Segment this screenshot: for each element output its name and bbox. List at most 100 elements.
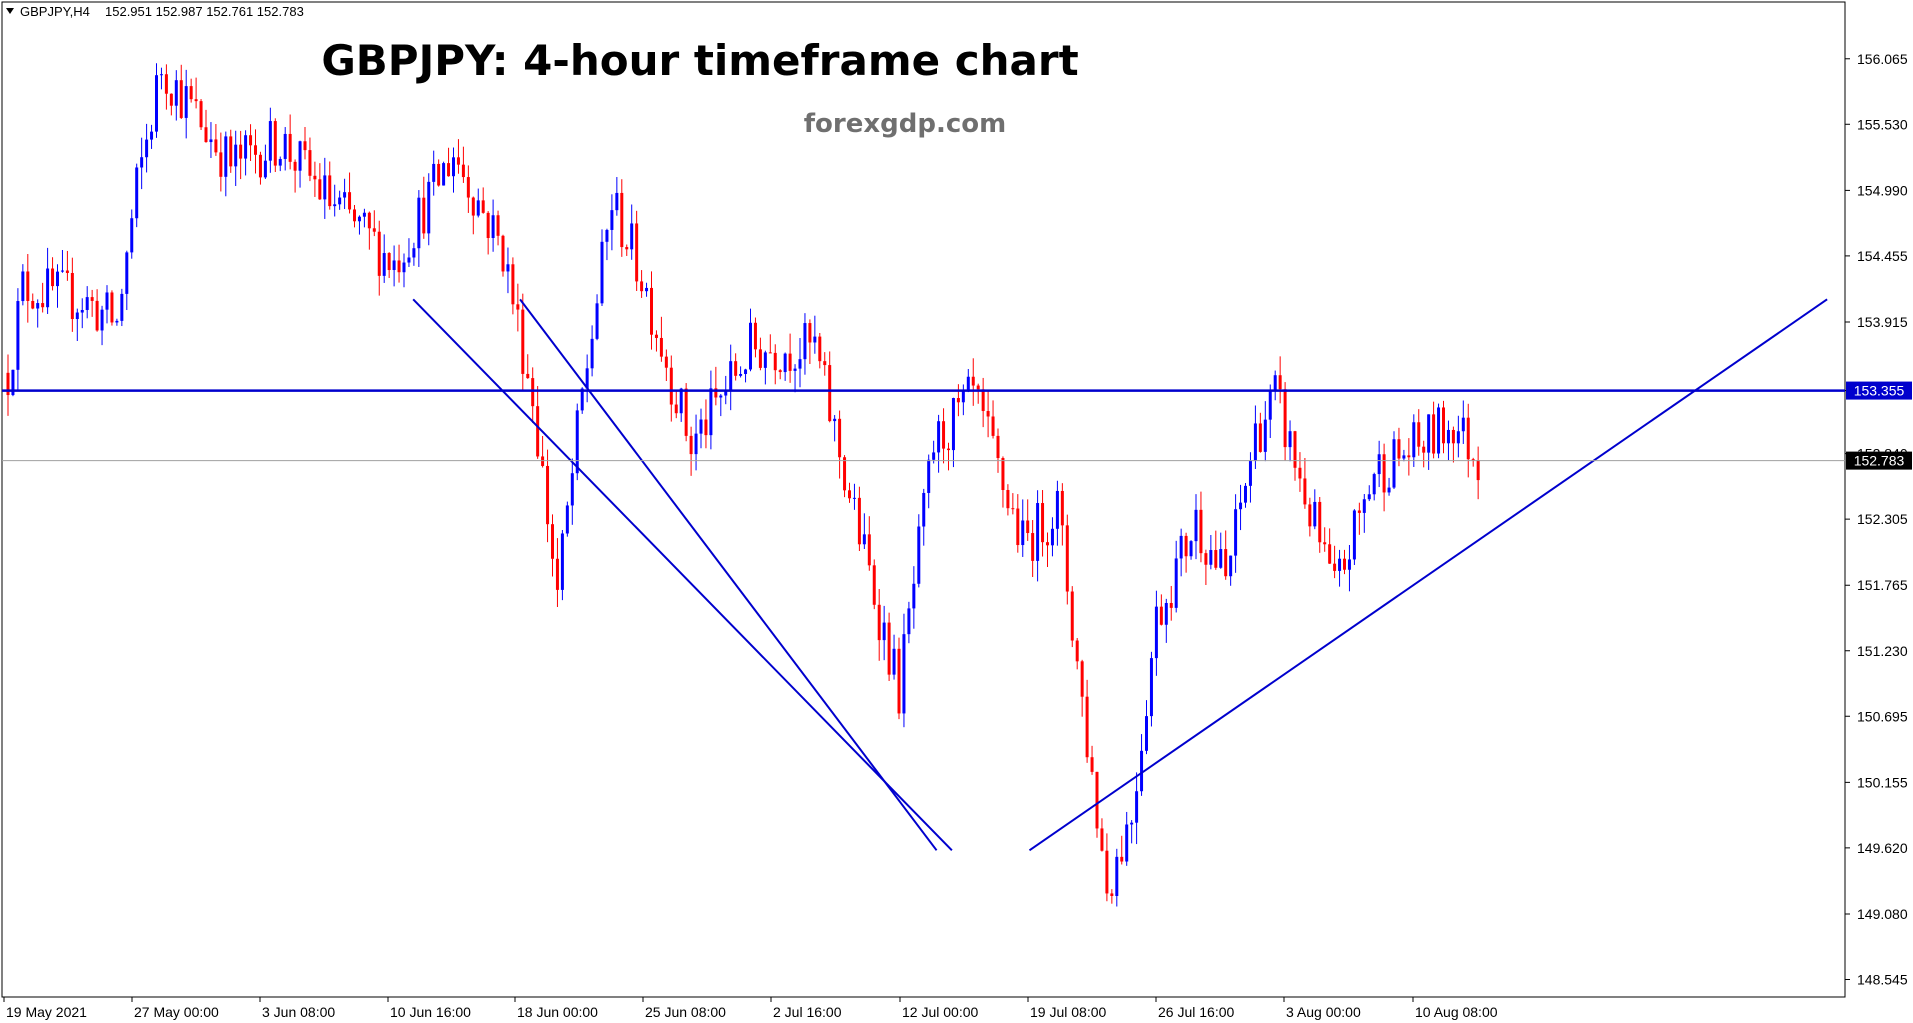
bull-candle: [1036, 503, 1040, 561]
bear-candle: [1323, 542, 1327, 545]
bear-candle: [1303, 478, 1307, 505]
bear-candle: [887, 622, 891, 675]
bear-candle: [199, 101, 203, 128]
bull-candle: [615, 192, 619, 211]
bear-candle: [422, 197, 426, 234]
bull-candle: [1273, 375, 1277, 391]
bull-candle: [937, 421, 941, 453]
y-tick-label: 149.620: [1857, 840, 1908, 856]
bull-candle: [402, 262, 406, 273]
level-price-label: 153.355: [1846, 381, 1912, 400]
bear-candle: [659, 337, 663, 357]
bull-candle: [115, 320, 119, 323]
bull-candle: [1125, 824, 1129, 862]
bear-candle: [1476, 459, 1480, 481]
bear-candle: [947, 448, 950, 451]
bull-candle: [1209, 550, 1213, 565]
time-axis[interactable]: 19 May 2021 27 May 00:00 3 Jun 08:00 10 Jun…: [3, 997, 1498, 1020]
bear-candle: [1318, 501, 1322, 543]
bear-candle: [219, 152, 223, 177]
bear-candle: [51, 268, 55, 287]
bear-candle: [551, 524, 554, 559]
bear-candle: [189, 86, 193, 100]
bear-candle: [996, 435, 1000, 459]
bull-candle: [902, 634, 906, 714]
bear-candle: [303, 141, 307, 151]
bear-candle: [768, 352, 772, 354]
bear-candle: [288, 133, 292, 162]
bear-candle: [214, 139, 218, 153]
bear-candle: [857, 497, 861, 545]
bull-candle: [1338, 558, 1342, 571]
bear-candle: [1075, 640, 1079, 662]
bull-candle: [1412, 422, 1416, 458]
bull-candle: [565, 505, 569, 534]
bull-candle: [585, 368, 589, 389]
bear-candle: [1026, 520, 1030, 534]
bear-candle: [818, 336, 822, 362]
bear-candle: [348, 192, 352, 210]
bear-candle: [437, 163, 441, 186]
x-tick-label: 25 Jun 08:00: [645, 1004, 726, 1020]
bear-candle: [1204, 553, 1208, 565]
x-tick-label: 18 Jun 00:00: [517, 1004, 598, 1020]
bull-candle: [763, 352, 767, 368]
bear-candle: [956, 398, 960, 403]
y-tick-label: 156.065: [1857, 51, 1908, 67]
bear-candle: [456, 157, 460, 165]
bull-candle: [694, 433, 698, 455]
x-tick-label: 3 Aug 00:00: [1286, 1004, 1361, 1020]
y-tick-label: 148.545: [1857, 971, 1908, 987]
bull-candle: [11, 369, 15, 396]
bull-candle: [1268, 390, 1272, 420]
bear-candle: [1159, 606, 1163, 625]
bear-candle: [546, 465, 550, 525]
price-axis[interactable]: 156.065 155.530 154.990 154.455 153.915 153.3…: [1845, 51, 1908, 988]
bear-candle: [164, 74, 168, 94]
bear-candle: [258, 154, 262, 178]
bear-candle: [1090, 757, 1094, 772]
bull-candle: [244, 135, 248, 159]
bear-candle: [640, 281, 644, 292]
bear-candle: [788, 353, 792, 371]
bear-candle: [689, 435, 693, 455]
bull-candle: [1130, 822, 1134, 825]
bear-candle: [1001, 458, 1005, 490]
bull-candle: [605, 229, 609, 242]
bear-candle: [1422, 446, 1426, 453]
bull-candle: [80, 309, 84, 313]
bull-candle: [1427, 414, 1431, 453]
bull-candle: [1352, 510, 1356, 560]
bear-candle: [353, 209, 356, 222]
bear-candle: [1006, 489, 1010, 509]
bear-candle: [318, 179, 322, 200]
y-tick-label: 151.765: [1857, 577, 1908, 593]
bull-candle: [452, 157, 455, 177]
bear-candle: [501, 235, 505, 272]
bear-candle: [808, 323, 812, 343]
bull-candle: [150, 131, 154, 140]
bear-candle: [1011, 508, 1015, 510]
bear-candle: [620, 192, 624, 248]
bear-candle: [942, 421, 946, 449]
bear-candle: [1031, 533, 1035, 561]
y-tick-label: 149.080: [1857, 906, 1908, 922]
bear-candle: [397, 260, 401, 273]
bull-candle: [46, 268, 50, 308]
bear-candle: [194, 99, 198, 102]
triangle-down-icon[interactable]: [6, 8, 14, 14]
bear-candle: [1407, 455, 1411, 458]
bull-candle: [560, 533, 564, 590]
bear-candle: [481, 200, 485, 213]
bear-candle: [1169, 602, 1173, 608]
bull-candle: [739, 374, 743, 376]
bear-candle: [254, 145, 257, 155]
symbol-header[interactable]: GBPJPY,H4 152.951 152.987 152.761 152.78…: [6, 4, 304, 19]
bear-candle: [65, 270, 69, 273]
bull-candle: [333, 204, 337, 207]
bull-candle: [580, 388, 584, 411]
bull-candle: [417, 197, 421, 249]
bear-candle: [521, 309, 525, 374]
x-tick-label: 10 Aug 08:00: [1415, 1004, 1498, 1020]
